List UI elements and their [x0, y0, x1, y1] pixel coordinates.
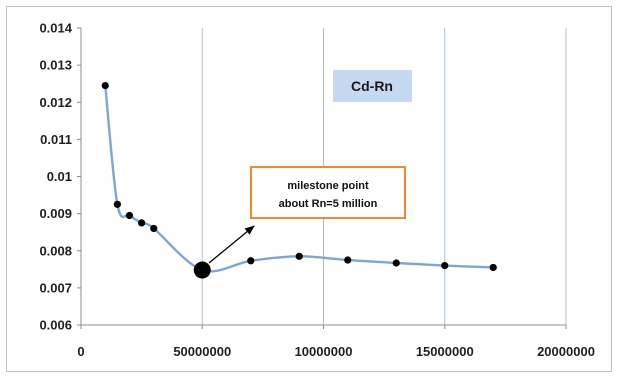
legend-box	[333, 70, 412, 102]
x-tick-label: 50000000	[173, 344, 231, 359]
annotation-line-1: milestone point	[287, 180, 369, 192]
y-tick-label: 0.011	[40, 132, 72, 147]
data-point	[392, 259, 400, 267]
axis-layer	[77, 27, 567, 329]
y-tick-label: 0.007	[39, 280, 72, 295]
y-tick-label: 0.01	[47, 169, 72, 184]
milestone-point	[193, 261, 211, 279]
data-point	[150, 224, 158, 233]
legend-label: Cd-Rn	[351, 78, 393, 94]
data-point	[247, 257, 255, 265]
data-point	[101, 81, 109, 90]
annotation-arrow	[208, 225, 255, 264]
x-tick-labels: 0 50000000 10000000 15000000 20000000	[77, 344, 595, 359]
series-layer	[101, 81, 497, 279]
data-point	[295, 252, 303, 260]
data-point	[344, 256, 352, 264]
x-tick-label: 15000000	[416, 344, 474, 359]
y-tick-label: 0.012	[39, 95, 72, 110]
y-tick-label: 0.014	[39, 21, 72, 36]
data-point	[489, 263, 497, 272]
y-tick-label: 0.013	[39, 58, 72, 73]
legend: Cd-Rn	[333, 70, 412, 102]
x-tick-label: 10000000	[295, 344, 353, 359]
data-point	[441, 262, 449, 270]
data-point	[125, 211, 134, 220]
y-tick-labels: 0.006 0.007 0.008 0.009 0.01 0.011 0.012 0.013 0…	[39, 21, 72, 333]
y-tick-label: 0.009	[39, 206, 72, 221]
data-point	[138, 219, 146, 227]
annotation-line-2: about Rn=5 million	[279, 198, 378, 210]
y-tick-label: 0.008	[39, 243, 72, 258]
x-tick-label: 0	[77, 344, 84, 359]
x-tick-label: 20000000	[537, 344, 595, 359]
y-tick-label: 0.006	[39, 318, 72, 333]
data-point	[113, 200, 121, 208]
annotation: milestone point about Rn=5 million	[208, 166, 406, 264]
annotation-box	[250, 166, 406, 219]
